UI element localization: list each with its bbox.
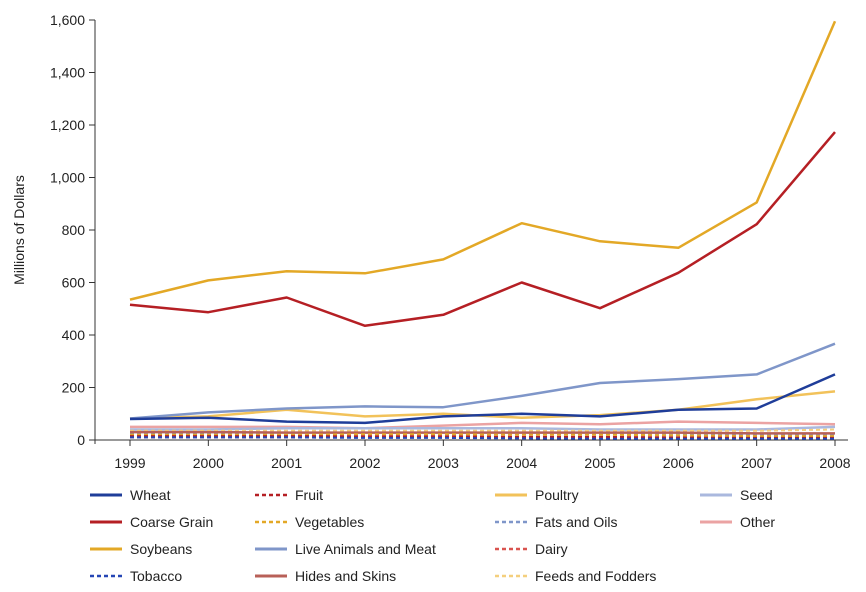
series-line-soybeans	[129, 20, 837, 301]
x-tick-label: 2001	[271, 455, 302, 471]
legend: Wheat Coarse Grain Soybeans Tobacco Fruit Veg…	[90, 487, 775, 584]
x-tick-label: 2006	[663, 455, 694, 471]
y-tick-label: 1,400	[50, 65, 85, 81]
legend-label: Dairy	[535, 541, 568, 557]
series-line-vegetables	[130, 433, 835, 438]
series-line-wheat	[129, 373, 836, 425]
legend-label: Fats and Oils	[535, 514, 617, 530]
y-axis-title: Millions of Dollars	[11, 175, 27, 285]
x-tick-label: 2005	[584, 455, 615, 471]
y-tick-label: 600	[62, 275, 86, 291]
legend-label: Feeds and Fodders	[535, 568, 656, 584]
x-tick-label: 2002	[349, 455, 380, 471]
legend-label: Tobacco	[130, 568, 182, 584]
y-tick-label: 1,600	[50, 12, 85, 28]
y-tick-label: 400	[62, 327, 86, 343]
series-layer	[129, 20, 837, 440]
series-line-feeds-and-fodders	[130, 428, 836, 432]
series-line-coarse-grain	[129, 131, 836, 328]
series-line-fruit	[130, 435, 835, 439]
x-tick-label: 2008	[819, 455, 850, 471]
legend-label: Fruit	[295, 487, 323, 503]
y-tick-label: 200	[62, 380, 86, 396]
legend-label: Hides and Skins	[295, 568, 396, 584]
y-tick-label: 1,200	[50, 117, 85, 133]
legend-label: Live Animals and Meat	[295, 541, 436, 557]
series-line-tobacco	[130, 436, 835, 440]
x-tick-label: 1999	[114, 455, 145, 471]
series-line-hides-and-skins	[130, 430, 835, 435]
x-tick-label: 2003	[428, 455, 459, 471]
legend-label: Soybeans	[130, 541, 192, 557]
legend-label: Wheat	[130, 487, 171, 503]
legend-label: Poultry	[535, 487, 579, 503]
legend-label: Vegetables	[295, 514, 364, 530]
legend-label: Other	[740, 514, 775, 530]
y-tick-label: 1,000	[50, 170, 85, 186]
y-tick-label: 0	[77, 432, 85, 448]
x-axis: 1999 2000 2001 2002 2003 2004 2005 2006 2007 2008	[95, 439, 851, 471]
series-line-other	[130, 420, 836, 430]
x-tick-label: 2000	[193, 455, 224, 471]
y-tick-label: 800	[62, 222, 86, 238]
legend-label: Coarse Grain	[130, 514, 213, 530]
series-line-live-animals-and-meat	[129, 342, 836, 420]
x-tick-label: 2004	[506, 455, 537, 471]
legend-label: Seed	[740, 487, 773, 503]
y-axis: 0 200 400 600 800 1,000 1,200 1,400 1,600	[50, 12, 96, 448]
series-line-seed	[130, 425, 836, 431]
x-tick-label: 2007	[741, 455, 772, 471]
